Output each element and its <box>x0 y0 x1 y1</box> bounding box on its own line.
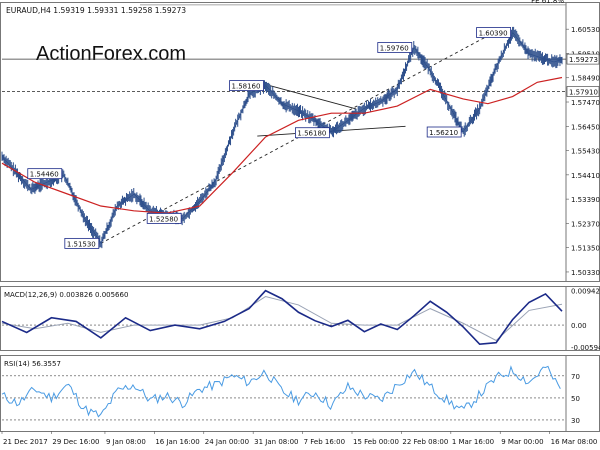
annotation-box <box>27 168 63 180</box>
trendline-solid <box>269 85 357 110</box>
annotation-label: 1.58160 <box>232 83 261 91</box>
price-tick-label: 1.52370 <box>571 220 600 228</box>
x-tick-label: 9 Jan 08:00 <box>106 438 146 446</box>
annotation-box <box>426 126 462 138</box>
x-tick-label: 29 Dec 16:00 <box>52 438 99 446</box>
macd-title: MACD(12,26,9) 0.003826 0.005660 <box>4 291 128 299</box>
annotation-box <box>295 127 330 139</box>
x-tick-label: 24 Jan 00:00 <box>205 438 249 446</box>
annotation-label: 1.59760 <box>380 45 409 53</box>
x-tick-label: 15 Feb 00:00 <box>353 438 399 446</box>
annotation-box <box>64 237 100 249</box>
annotation-label: 1.52580 <box>149 215 178 223</box>
price-tick-label: 1.58490 <box>571 75 600 83</box>
annotation-label: 1.54460 <box>30 171 59 179</box>
chart-header-text: EURAUD,H4 1.59319 1.59331 1.59258 1.5927… <box>6 6 186 15</box>
price-tick-label: 1.55430 <box>571 148 600 156</box>
rsi-tick-label: 70 <box>571 373 580 381</box>
rsi-tick-label: 30 <box>571 417 580 425</box>
macd-tick-label: 0.00 <box>571 322 587 330</box>
price-tick-label: 1.51350 <box>571 245 600 253</box>
annotation-label: 1.60390 <box>479 30 508 38</box>
current-price-label: 1.59273 <box>569 56 598 64</box>
x-tick-label: 16 Jan 16:00 <box>155 438 199 446</box>
current-price-box <box>566 53 600 65</box>
annotation-label: 1.51530 <box>67 240 96 248</box>
x-tick-label: 1 Mar 16:00 <box>452 438 494 446</box>
price-tick-label: 1.56450 <box>571 123 600 131</box>
rsi-line <box>1 365 561 418</box>
level-price-label: 1.57910 <box>569 89 598 97</box>
annotation-label: 1.56180 <box>297 130 326 138</box>
rsi-title: RSI(14) 56.3557 <box>4 360 61 368</box>
moving-average-line <box>1 76 563 214</box>
macd-line <box>1 289 563 345</box>
price-tick-label: 1.53390 <box>571 196 600 204</box>
x-tick-label: 21 Dec 2017 <box>3 438 48 446</box>
level-price-box <box>566 86 600 97</box>
macd-tick-label: -0.00594 <box>571 344 600 352</box>
annotation-box <box>229 80 264 91</box>
price-tick-label: 1.54410 <box>571 172 600 180</box>
price-tick-label: 1.57470 <box>571 99 600 107</box>
macd-signal-line <box>1 295 563 342</box>
x-tick-label: 31 Jan 08:00 <box>254 438 298 446</box>
x-tick-label: 7 Feb 16:00 <box>304 438 345 446</box>
x-tick-label: 9 Mar 00:00 <box>501 438 543 446</box>
macd-tick-label: 0.009427 <box>571 288 600 296</box>
price-tick-label: 1.60530 <box>571 26 600 34</box>
fib-label: FE 61.8% <box>531 0 564 5</box>
price-tick-label: 1.50330 <box>571 269 600 277</box>
annotation-label: 1.56210 <box>429 129 458 137</box>
annotation-box <box>146 213 182 224</box>
watermark: ActionForex.com <box>36 43 186 65</box>
trendline-dashed <box>100 35 489 244</box>
x-tick-label: 22 Feb 08:00 <box>402 438 448 446</box>
rsi-tick-label: 50 <box>571 395 580 403</box>
annotation-box <box>377 42 413 53</box>
annotation-box <box>476 27 511 38</box>
x-tick-label: 16 Mar 08:00 <box>551 438 598 446</box>
